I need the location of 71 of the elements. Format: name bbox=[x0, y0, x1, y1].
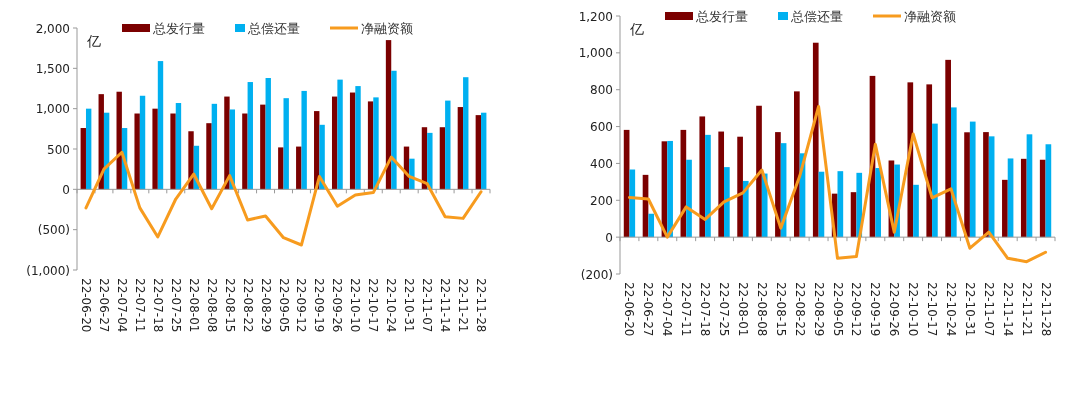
x-tick-label: 22-08-08 bbox=[204, 278, 219, 333]
y-tick-label: (500) bbox=[37, 223, 70, 238]
x-tick-label: 22-10-31 bbox=[402, 278, 417, 333]
y-tick-label: 0 bbox=[605, 230, 613, 245]
x-tick-label: 22-09-26 bbox=[887, 282, 902, 337]
x-tick-label: 22-09-05 bbox=[830, 282, 845, 337]
x-tick-label: 22-08-22 bbox=[792, 282, 807, 337]
x-tick-label: 22-06-27 bbox=[641, 282, 656, 337]
x-tick-label: 22-09-19 bbox=[868, 282, 883, 337]
x-tick-label: 22-09-05 bbox=[276, 278, 291, 333]
x-tick-label: 22-11-14 bbox=[1000, 282, 1015, 337]
x-tick-label: 22-08-15 bbox=[222, 278, 237, 333]
x-tick-label: 22-11-07 bbox=[420, 278, 435, 333]
x-tick-label: 22-11-21 bbox=[1019, 282, 1034, 337]
x-tick-label: 22-10-10 bbox=[348, 278, 363, 333]
y-tick-label: 400 bbox=[590, 156, 613, 171]
x-tick-label: 22-11-07 bbox=[981, 282, 996, 337]
line-series bbox=[84, 150, 483, 247]
x-tick-label: 22-08-01 bbox=[735, 282, 750, 337]
x-tick-label: 22-08-22 bbox=[240, 278, 255, 333]
x-tick-label: 22-07-18 bbox=[150, 278, 165, 333]
x-tick-label: 22-07-11 bbox=[132, 278, 147, 333]
y-tick-label: (200) bbox=[580, 267, 613, 282]
x-tick-label: 22-10-24 bbox=[943, 282, 958, 337]
legend-label: 总偿还量 bbox=[247, 21, 300, 36]
y-tick-label: (1,000) bbox=[26, 263, 70, 278]
y-axis-title: 亿 bbox=[86, 33, 101, 49]
legend-label: 净融资额 bbox=[904, 9, 956, 24]
x-tick-label: 22-06-27 bbox=[96, 278, 111, 333]
line-series bbox=[627, 104, 1048, 264]
x-tick-label: 22-10-10 bbox=[906, 282, 921, 337]
y-tick-label: 800 bbox=[590, 83, 613, 98]
x-tick-label: 22-07-18 bbox=[698, 282, 713, 337]
x-tick-label: 22-09-26 bbox=[330, 278, 345, 333]
y-tick-label: 2,000 bbox=[35, 21, 70, 36]
x-tick-label: 22-06-20 bbox=[622, 282, 637, 337]
legend-label: 总偿还量 bbox=[790, 9, 843, 24]
y-tick-label: 0 bbox=[62, 182, 70, 197]
legend-label: 净融资额 bbox=[361, 21, 413, 36]
x-tick-label: 22-10-31 bbox=[962, 282, 977, 337]
x-tick-label: 22-10-17 bbox=[925, 282, 940, 337]
y-tick-label: 600 bbox=[590, 120, 613, 135]
x-tick-label: 22-11-28 bbox=[1038, 282, 1053, 337]
x-tick-label: 22-06-20 bbox=[78, 278, 93, 333]
x-tick-label: 22-07-11 bbox=[679, 282, 694, 337]
x-tick-label: 22-11-14 bbox=[438, 278, 453, 333]
legend-label: 总发行量 bbox=[695, 9, 748, 24]
x-tick-label: 22-08-29 bbox=[258, 278, 273, 333]
x-tick-label: 22-07-04 bbox=[660, 282, 675, 337]
x-tick-label: 22-09-19 bbox=[312, 278, 327, 333]
y-tick-label: 1,000 bbox=[35, 102, 70, 117]
y-axis-title: 亿 bbox=[629, 21, 644, 37]
y-tick-label: 1,500 bbox=[35, 61, 70, 76]
x-tick-label: 22-10-17 bbox=[366, 278, 381, 333]
legend-label: 总发行量 bbox=[152, 21, 205, 36]
x-tick-label: 22-10-24 bbox=[384, 278, 399, 333]
x-tick-label: 22-11-21 bbox=[456, 278, 471, 333]
x-tick-label: 22-11-28 bbox=[474, 278, 489, 333]
x-tick-label: 22-07-04 bbox=[114, 278, 129, 333]
x-tick-label: 22-07-25 bbox=[168, 278, 183, 333]
y-tick-label: 200 bbox=[590, 193, 613, 208]
x-tick-label: 22-07-25 bbox=[717, 282, 732, 337]
y-tick-label: 1,000 bbox=[578, 46, 613, 61]
x-tick-label: 22-09-12 bbox=[294, 278, 309, 333]
x-tick-label: 22-09-12 bbox=[849, 282, 864, 337]
x-tick-label: 22-08-29 bbox=[811, 282, 826, 337]
y-tick-label: 1,200 bbox=[578, 9, 613, 24]
x-tick-label: 22-08-15 bbox=[773, 282, 788, 337]
x-tick-label: 22-08-01 bbox=[186, 278, 201, 333]
x-tick-label: 22-08-08 bbox=[754, 282, 769, 337]
y-tick-label: 500 bbox=[47, 142, 70, 157]
